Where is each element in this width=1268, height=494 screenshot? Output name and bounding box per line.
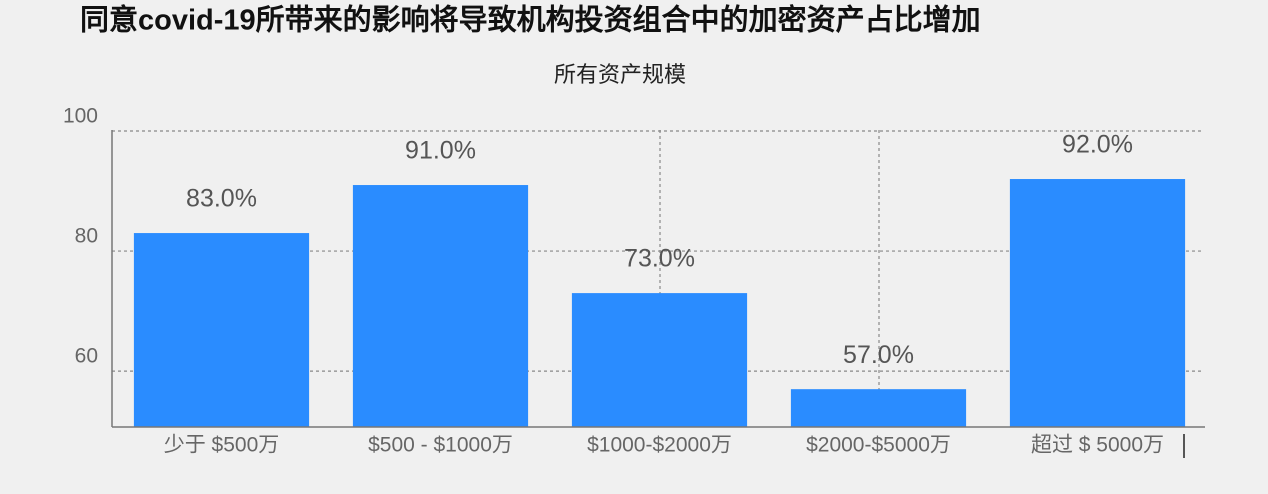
bar: [790, 389, 967, 427]
x-tick-label: $2000-$5000万: [806, 434, 951, 457]
value-label: 83.0%: [186, 185, 257, 213]
y-tick-label: 100: [63, 105, 98, 128]
x-tick-label: $500 - $1000万: [368, 434, 513, 457]
bar: [1009, 179, 1186, 427]
value-label: 57.0%: [843, 341, 914, 369]
plot-area: 60 80 100 少于 $500万 83.0% $500 - $1000万 91.0% $1…: [63, 105, 1203, 457]
x-tick-label: 少于 $500万: [164, 434, 280, 457]
value-label: 92.0%: [1062, 131, 1133, 159]
chart-title: 同意covid-19所带来的影响将导致机构投资组合中的加密资产占比增加: [80, 3, 981, 37]
y-tick-label: 80: [75, 225, 98, 248]
y-tick-label: 60: [75, 345, 98, 368]
bar: [133, 233, 310, 427]
x-tick-label: 超过 $ 5000万: [1031, 434, 1164, 457]
bar: [571, 293, 748, 427]
value-label: 91.0%: [405, 137, 476, 165]
bar: [352, 185, 529, 427]
x-tick-label: $1000-$2000万: [587, 434, 732, 457]
chart-subtitle: 所有资产规模: [554, 62, 686, 87]
value-label: 73.0%: [624, 245, 695, 273]
